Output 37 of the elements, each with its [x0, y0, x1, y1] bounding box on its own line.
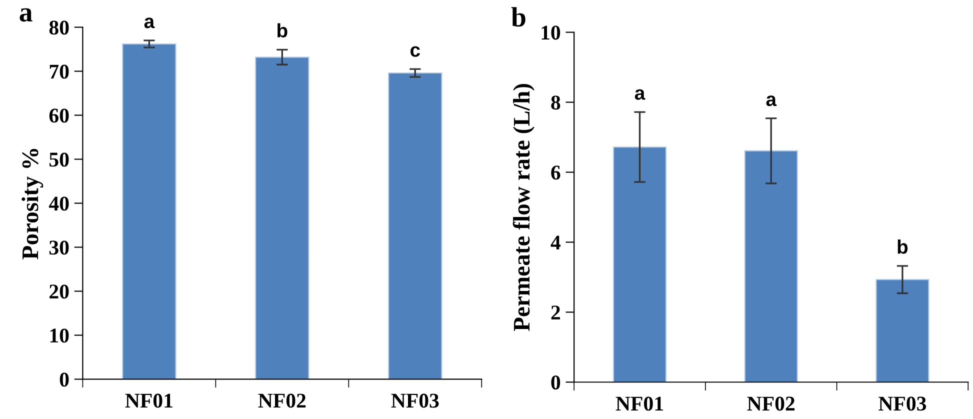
y-tick-label: 2 [551, 306, 560, 320]
annotation: a [144, 18, 155, 28]
bar [255, 56, 310, 380]
annotation: a [766, 96, 777, 106]
x-tick-label: NF01 [616, 396, 663, 411]
y-tick-label: 4 [550, 236, 560, 250]
y-axis-title: Porosity % [22, 148, 44, 260]
chart-title: a [20, 8, 32, 22]
y-tick-label: 60 [49, 108, 69, 123]
annotation: a [634, 89, 646, 100]
chart-title: b [511, 7, 526, 27]
y-tick-label: 40 [48, 196, 69, 211]
y-tick-label: 70 [50, 64, 69, 79]
bar [122, 43, 176, 380]
bar [744, 150, 798, 382]
x-tick-label: NF01 [125, 394, 172, 408]
y-tick-label: 0 [551, 376, 560, 390]
x-tick-label: NF02 [258, 394, 306, 408]
x-tick-label: NF02 [747, 396, 795, 411]
y-axis-title: Permeate flow rate (L/h) [512, 84, 534, 332]
bar [612, 146, 667, 382]
bar [388, 72, 442, 380]
y-tick-label: 80 [49, 20, 69, 35]
annotation: c [410, 46, 420, 57]
annotation: b [898, 240, 908, 254]
y-tick-label: 50 [50, 152, 69, 167]
y-tick-label: 30 [49, 240, 69, 255]
y-tick-label: 20 [50, 284, 69, 299]
y-tick-label: 8 [551, 96, 560, 110]
y-tick-label: 10 [50, 328, 69, 343]
y-tick-label: 10 [542, 26, 560, 40]
x-tick-label: NF03 [391, 394, 439, 408]
y-tick-label: 0 [60, 372, 69, 387]
annotation: b [278, 23, 288, 38]
bar [876, 279, 930, 382]
x-tick-label: NF03 [878, 396, 926, 411]
y-tick-label: 6 [551, 166, 560, 180]
